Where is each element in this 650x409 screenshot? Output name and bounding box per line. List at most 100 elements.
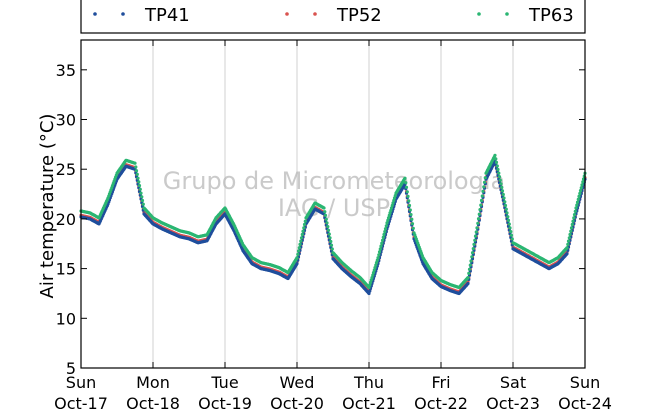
- data-point: [471, 247, 475, 251]
- data-point: [565, 252, 569, 256]
- y-tick-label: 15: [56, 260, 76, 279]
- data-point: [403, 176, 407, 180]
- data-point: [495, 164, 499, 168]
- data-point: [323, 213, 328, 217]
- data-point: [579, 186, 583, 190]
- data-point: [578, 191, 582, 196]
- data-point: [295, 256, 299, 260]
- data-point: [137, 180, 141, 184]
- data-point: [569, 229, 573, 233]
- data-point: [410, 222, 415, 226]
- data-point: [580, 183, 584, 187]
- data-point: [575, 203, 579, 207]
- data-point: [477, 212, 481, 216]
- data-point: [389, 206, 394, 210]
- data-point: [470, 255, 474, 259]
- data-point: [410, 217, 414, 221]
- data-point: [565, 246, 569, 250]
- data-point: [390, 203, 394, 208]
- data-point: [481, 189, 485, 193]
- legend-marker: [121, 12, 125, 16]
- data-point: [377, 250, 382, 254]
- data-point: [479, 203, 483, 207]
- data-point: [473, 238, 477, 242]
- data-point: [377, 253, 381, 257]
- data-point: [136, 176, 140, 180]
- data-point: [497, 175, 502, 179]
- data-point: [566, 242, 570, 246]
- x-axis: Sun Oct-17 Mon Oct-18 Tue Oct-19 Wed Oct-20 Thu O…: [54, 40, 612, 409]
- y-tick-label: 25: [56, 160, 76, 179]
- data-point: [476, 221, 480, 225]
- data-point: [299, 236, 304, 240]
- data-point: [384, 224, 388, 228]
- data-point: [575, 200, 580, 204]
- data-point: [380, 241, 384, 245]
- data-point: [496, 167, 500, 172]
- data-point: [376, 256, 380, 260]
- data-point: [507, 222, 511, 226]
- legend-item-TP63: TP63: [477, 5, 574, 26]
- data-point: [505, 211, 509, 215]
- data-point: [409, 213, 413, 217]
- data-point: [385, 221, 389, 225]
- data-point: [296, 252, 300, 256]
- x-tick-label-day: Mon: [136, 373, 170, 392]
- x-tick-label-day: Sun: [570, 373, 600, 392]
- data-point: [509, 230, 513, 234]
- data-point: [393, 194, 397, 198]
- data-point: [329, 243, 334, 247]
- data-point: [472, 242, 476, 246]
- legend-item-TP41: TP41: [93, 5, 190, 26]
- data-point: [482, 185, 486, 189]
- data-point: [296, 249, 301, 253]
- data-point: [509, 233, 514, 237]
- data-point: [381, 235, 385, 239]
- data-point: [140, 198, 145, 203]
- data-point: [407, 199, 411, 203]
- legend: TP41 TP52 TP63: [80, 0, 586, 34]
- data-point: [577, 194, 581, 198]
- data-point: [134, 169, 139, 173]
- data-point: [467, 267, 472, 271]
- data-point: [373, 266, 377, 270]
- data-point: [480, 194, 484, 198]
- watermark-line-2: IAG / USP: [278, 194, 390, 222]
- data-point: [500, 189, 505, 193]
- data-point: [326, 228, 331, 232]
- data-point: [379, 244, 383, 248]
- data-point: [371, 271, 376, 275]
- y-tick-label: 20: [56, 210, 76, 229]
- data-point: [506, 218, 511, 222]
- data-point: [386, 216, 391, 220]
- x-tick-label-date: Oct-18: [126, 394, 180, 409]
- data-point: [297, 246, 301, 250]
- data-point: [324, 217, 328, 221]
- data-point: [508, 226, 512, 230]
- x-tick-label-date: Oct-23: [486, 394, 540, 409]
- grid: [152, 40, 514, 368]
- data-point: [141, 202, 145, 206]
- legend-marker: [285, 12, 289, 16]
- data-point: [408, 208, 412, 212]
- data-point: [572, 216, 576, 220]
- y-tick-label: 5: [66, 359, 76, 378]
- data-point: [407, 203, 412, 208]
- x-tick-label-date: Oct-20: [270, 394, 324, 409]
- data-point: [380, 238, 385, 242]
- data-point: [479, 198, 484, 203]
- data-point: [467, 271, 471, 275]
- data-point: [572, 213, 577, 217]
- data-point: [499, 182, 503, 186]
- data-point: [503, 203, 508, 208]
- data-point: [404, 185, 409, 189]
- data-point: [573, 209, 577, 213]
- legend-box: [80, 0, 586, 34]
- data-point: [328, 236, 332, 240]
- data-point: [369, 278, 373, 282]
- data-point: [478, 208, 482, 212]
- data-point: [301, 229, 305, 233]
- data-point: [329, 239, 333, 244]
- data-point: [567, 236, 571, 240]
- y-tick-label: 10: [56, 309, 76, 328]
